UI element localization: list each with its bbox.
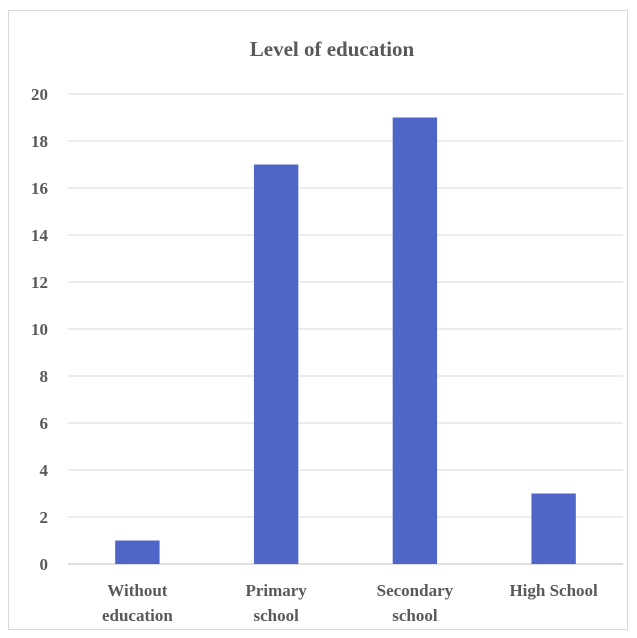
- y-tick-label: 10: [31, 320, 48, 339]
- y-tick-label: 4: [40, 461, 49, 480]
- x-tick-label: High School: [509, 581, 598, 600]
- y-tick-label: 6: [40, 414, 49, 433]
- y-axis-ticks: 0 2 4 6 8 10 12 14 16 18 20: [31, 85, 49, 574]
- y-tick-label: 12: [31, 273, 48, 292]
- chart-frame: [8, 10, 628, 630]
- x-tick-label: Secondary school: [377, 581, 454, 625]
- bar: [392, 117, 438, 564]
- bar: [531, 493, 576, 564]
- y-tick-label: 2: [40, 508, 49, 527]
- y-tick-label: 0: [40, 555, 49, 574]
- bar: [115, 540, 160, 564]
- y-tick-label: 8: [40, 367, 49, 386]
- y-tick-label: 16: [31, 179, 48, 198]
- y-tick-label: 20: [31, 85, 48, 104]
- gridlines: [68, 93, 623, 565]
- bar: [253, 164, 299, 564]
- y-tick-label: 14: [31, 226, 49, 245]
- y-tick-label: 18: [31, 132, 48, 151]
- bars: [115, 117, 576, 564]
- x-axis-ticks: Without education Primary school Secondary sc…: [102, 581, 598, 625]
- x-tick-label: Without education: [102, 581, 173, 625]
- x-tick-label: Primary school: [245, 581, 307, 625]
- chart-title: Level of education: [250, 37, 415, 61]
